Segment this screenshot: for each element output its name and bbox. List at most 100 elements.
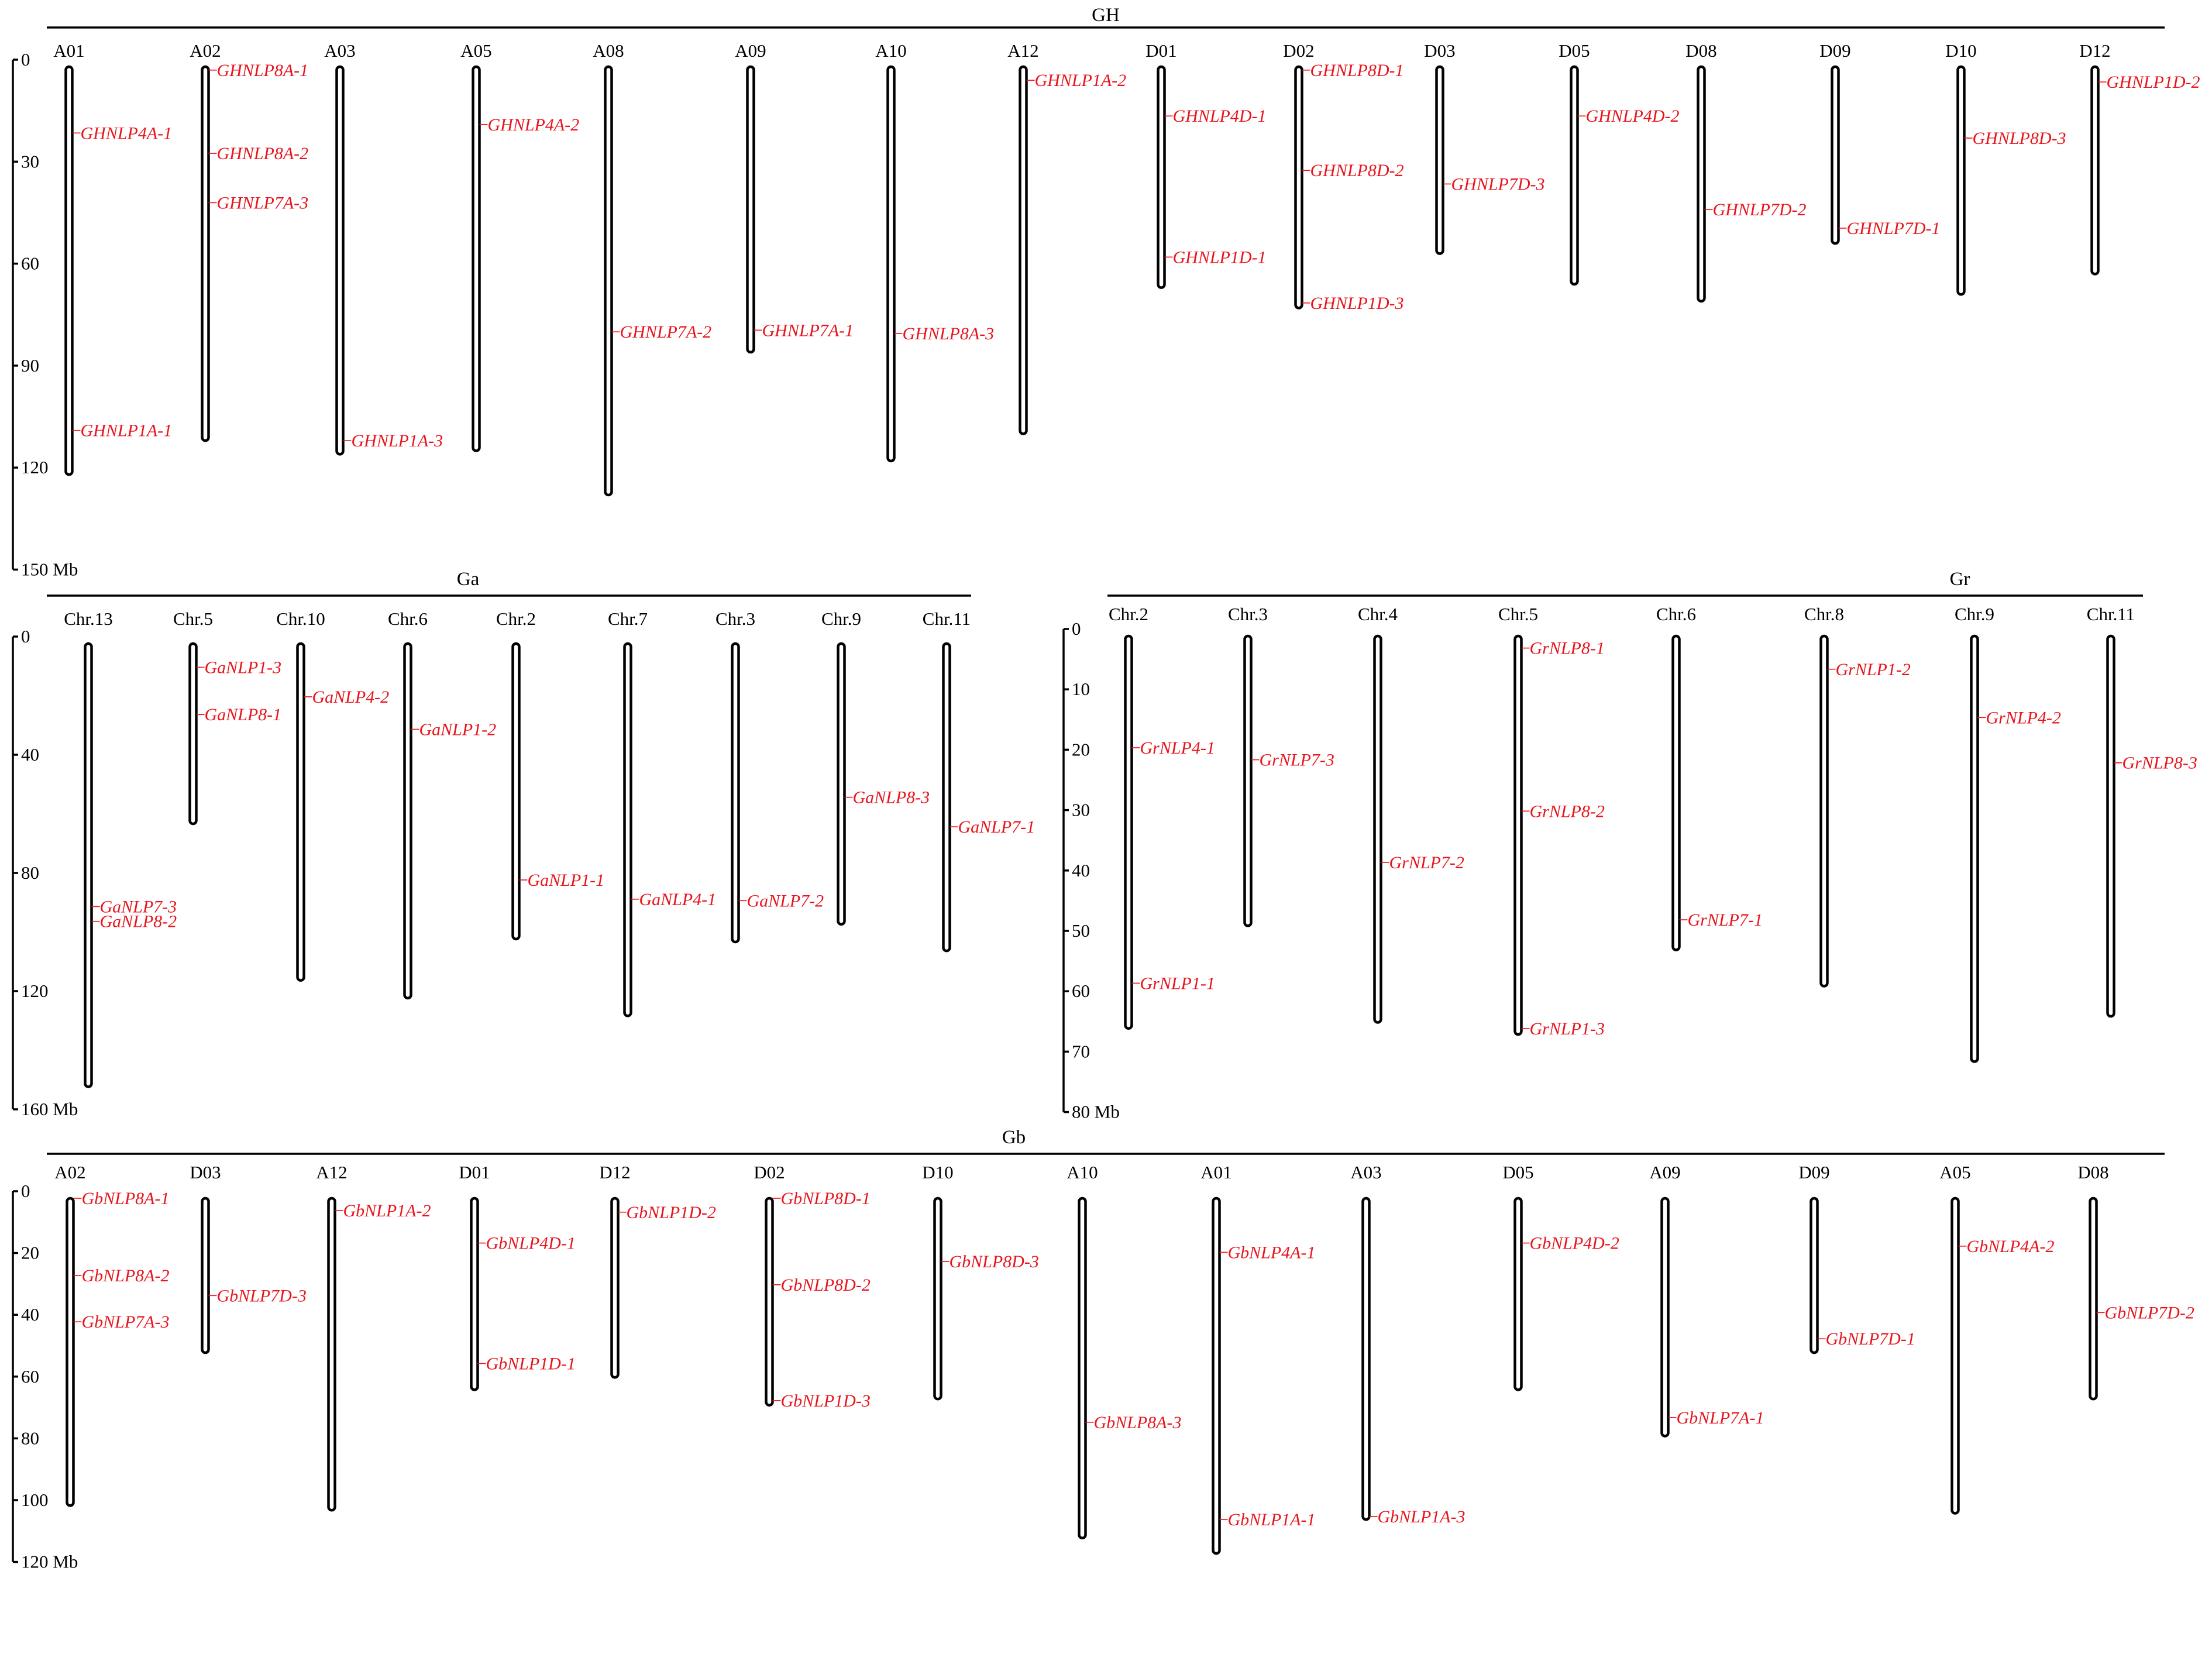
chromosome-bar [1157,65,1166,289]
gene-label: GHNLP4D-1 [1173,106,1267,126]
chromosome-Chr.2: Chr.2 GaNLP1-1 [496,608,604,941]
chromosome-label: Chr.3 [715,608,755,629]
chromosome-Chr.9: Chr.9 GaNLP8-3 [821,608,930,926]
chromosome-bar [1373,634,1382,1024]
chromosome-bar [335,65,345,456]
chromosome-label: A02 [54,1162,85,1182]
gene-label: GaNLP7-1 [958,817,1036,837]
chromosome-label: D09 [1798,1162,1829,1182]
axis-tick-label: 80 Mb [1072,1102,1120,1122]
chromosome-bar [1294,65,1303,310]
chromosome-label: Chr.2 [496,608,536,629]
panel-title: Gr [1950,569,1970,590]
chromosome-label: Chr.11 [923,608,971,629]
gene-label: GaNLP8-3 [853,788,930,807]
gene-label: GbNLP4D-1 [486,1234,576,1253]
chromosome-A12: A12 GbNLP1A-2 [316,1162,431,1512]
chromosome-bar [1831,65,1840,245]
chromosome-label: A12 [1007,40,1038,61]
gene-label: GHNLP4A-2 [488,115,580,135]
chromosome-Chr.5: Chr.5 GaNLP1-3 GaNLP8-1 [173,608,282,826]
chromosome-label: D08 [1685,40,1716,61]
chromosome-label: Chr.9 [1955,604,1994,624]
gene-label: GHNLP8D-2 [1310,161,1404,180]
chromosome-A09: A09 GbNLP7A-1 [1649,1162,1764,1438]
gene-label: GrNLP1-2 [1836,660,1911,679]
axis-tick-label: 120 Mb [21,1552,78,1572]
chromosome-label: A09 [735,40,766,61]
chromosome-bar [837,642,846,926]
chromosome-bar [1078,1196,1087,1540]
gene-label: GHNLP8D-1 [1310,61,1404,80]
chromosome-bar [1513,634,1523,1036]
gene-label: GaNLP4-2 [312,687,390,707]
chromosome-Chr.6: Chr.6 GaNLP1-2 [388,608,496,1000]
axis-tick-label: 0 [21,626,30,647]
chromosome-A12: A12 GHNLP1A-2 [1007,40,1126,435]
chromosome-label: D10 [922,1162,953,1182]
chromosome-D08: D08 GHNLP7D-2 [1685,40,1807,303]
gene-label: GbNLP8A-1 [82,1189,170,1208]
gene-label: GHNLP1A-1 [81,421,173,441]
gene-label: GHNLP8D-3 [1973,129,2066,148]
panel-gr: Gr 0 10 20 30 40 50 60 70 80 Mb Chr.2 GrNLP4-1 GrNLP… [1062,569,2197,1122]
chromosome-label: A05 [460,40,491,61]
gene-label: GbNLP4A-2 [1967,1237,2055,1256]
gene-label: GbNLP7D-2 [2105,1303,2194,1322]
gene-label: GbNLP7A-1 [1677,1408,1764,1428]
chromosome-Chr.2: Chr.2 GrNLP4-1 GrNLP1-1 [1109,604,1215,1030]
gene-label: GbNLP1A-2 [343,1201,431,1220]
chromosome-label: A10 [1067,1162,1098,1182]
chromosome-bar [746,65,755,354]
chromosome-label: Chr.2 [1109,604,1148,624]
gene-label: GbNLP8A-3 [1094,1413,1182,1432]
chromosome-bar [66,1196,75,1507]
chromosome-A09: A09 GHNLP7A-1 [735,40,854,354]
gene-label: GaNLP8-1 [205,705,282,724]
chromosome-Chr.9: Chr.9 GrNLP4-2 [1955,604,2061,1063]
chromosome-D10: D10 GbNLP8D-3 [922,1162,1039,1401]
chromosome-bar [2090,65,2100,276]
chromosome-label: A03 [324,40,355,61]
gene-label: GHNLP7A-1 [762,321,854,340]
chromosome-A08: A08 GHNLP7A-2 [593,40,711,497]
chromosome-D12: D12 GHNLP1D-2 [2079,40,2200,276]
chromosome-bar [2089,1196,2098,1401]
chromosome-bar [1570,65,1579,286]
gene-label: GHNLP7A-3 [217,193,309,212]
chromosome-label: D03 [190,1162,221,1182]
gene-label: GrNLP8-3 [2122,754,2197,773]
chromosome-A05: A05 GHNLP4A-2 [460,40,580,452]
chromosome-bar [296,642,305,982]
chromosome-bar [201,1196,210,1354]
gene-label: GrNLP7-2 [1389,853,1464,872]
chromosome-bar [470,1196,479,1391]
chromosome-label: Chr.6 [388,608,428,629]
gene-label: GrNLP7-3 [1260,751,1334,770]
chromosome-label: A03 [1350,1162,1381,1182]
chromosome-label: D05 [1502,1162,1533,1182]
chromosome-bar [604,65,613,497]
gene-label: GHNLP1D-3 [1310,294,1404,313]
chromosome-bar [1513,1196,1523,1391]
chromosome-A03: A03 GHNLP1A-3 [324,40,443,456]
axis-tick-label: 0 [21,1181,30,1201]
chromosome-bar [472,65,481,452]
axis-tick-label: 60 [21,1366,39,1387]
gene-label: GrNLP1-3 [1530,1019,1605,1039]
gene-label: GHNLP8A-1 [217,61,309,80]
chromosome-bar [327,1196,336,1512]
chromosome-label: A10 [875,40,906,61]
chromosome-label: Chr.9 [821,608,861,629]
gene-label: GHNLP8A-3 [903,324,995,343]
gene-label: GbNLP4D-2 [1530,1234,1619,1253]
panel-title: Gb [1002,1127,1026,1148]
gene-label: GHNLP4D-2 [1586,106,1680,126]
gene-label: GaNLP4-1 [639,890,717,909]
chromosome-bar [731,642,740,944]
gene-label: GbNLP1D-1 [486,1354,576,1373]
chromosome-bar [511,642,521,941]
chromosome-label: D12 [599,1162,630,1182]
